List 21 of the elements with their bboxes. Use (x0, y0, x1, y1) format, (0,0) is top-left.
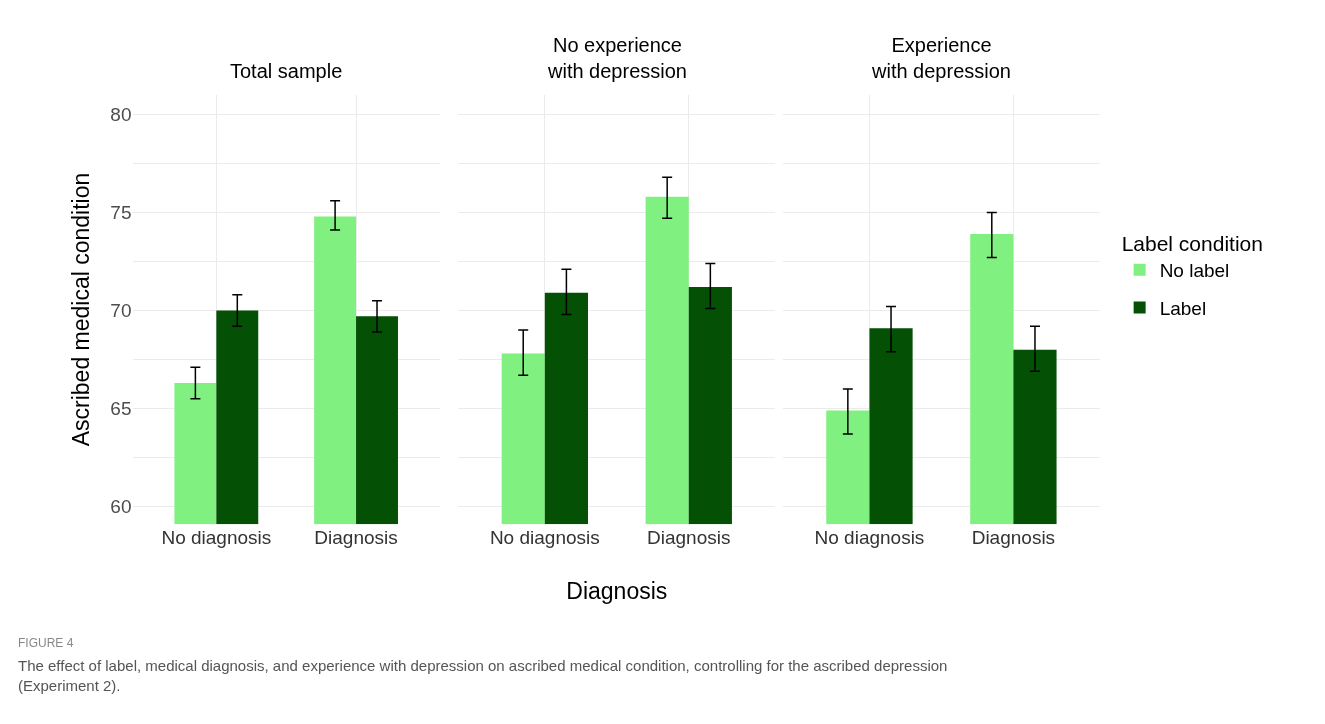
legend-label: Label (1159, 297, 1207, 319)
caption: FIGURE 4 (18, 636, 74, 650)
chart-title: Experience with depression (871, 34, 1011, 82)
x-axis-title: Diagnosis (566, 577, 668, 604)
legend-label: No label (1159, 260, 1230, 282)
legend-title: Label condition (1121, 231, 1263, 255)
x-tick-label: Diagnosis (971, 527, 1056, 549)
x-tick-label: No diagnosis (814, 527, 925, 549)
x-tick-label: No diagnosis (489, 527, 600, 549)
chart-title: Total sample (230, 60, 343, 82)
y-axis-title: Ascribed medical condition (67, 172, 94, 447)
x-tick-label: Diagnosis (647, 527, 731, 549)
x-tick-label: No diagnosis (161, 527, 272, 549)
y-tick-label: 65 (110, 398, 132, 420)
x-tick-label: Diagnosis (314, 527, 398, 549)
y-tick-label: 75 (110, 202, 132, 224)
text: The effect of label, medical diagnosis, and experience with depression on ascribed medical condition, controlling for the ascribed depression (Experiment 2). (18, 657, 948, 694)
y-tick-label: 80 (110, 104, 132, 126)
chart-title: No experience with depression (547, 34, 687, 82)
y-tick-label: 60 (110, 496, 132, 518)
y-tick-label: 70 (110, 300, 132, 322)
